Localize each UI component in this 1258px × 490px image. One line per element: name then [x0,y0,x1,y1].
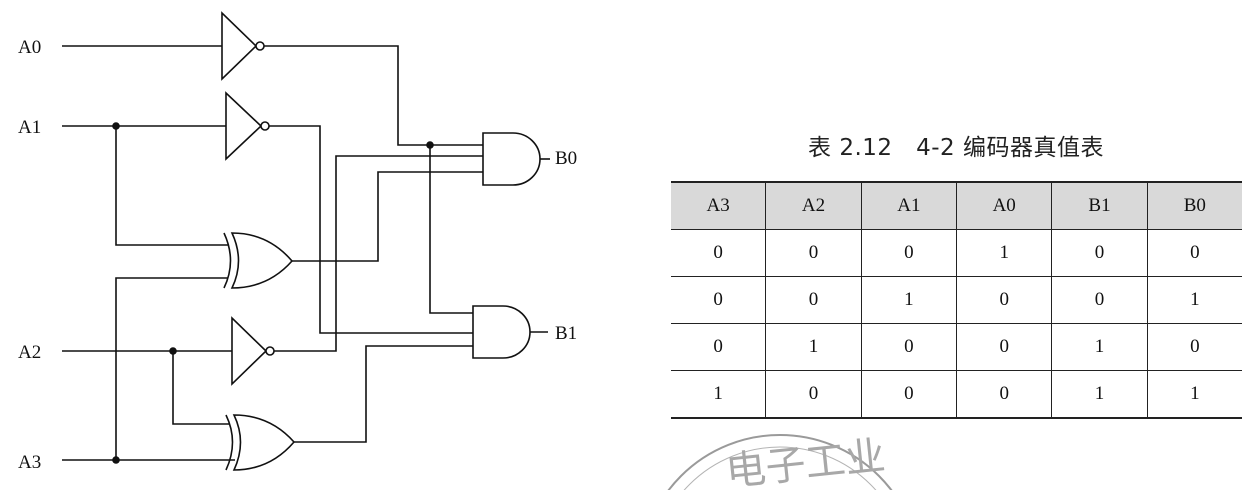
table-cell: 1 [956,229,1052,277]
input-label-a3: A3 [18,452,41,473]
input-label-a2: A2 [18,342,41,363]
table-cell: 1 [1146,276,1242,324]
input-label-a0: A0 [18,37,41,58]
xor-gate-1 [223,232,294,289]
watermark-text: 电子工业 [724,433,888,490]
not-gate-a0 [221,11,265,81]
and-gate-b1 [472,305,531,359]
not-gate-a1 [225,91,270,161]
table-cell: 0 [956,276,1052,324]
table-cell: 0 [671,276,766,324]
output-label-b0: B0 [555,148,577,169]
table-cell: 0 [1051,229,1148,277]
table-row: 0 1 0 0 1 0 [671,323,1242,371]
table-cell: 0 [765,370,862,419]
table-cell: 0 [860,229,957,277]
junction-dot [112,122,120,130]
output-label-b1: B1 [555,323,577,344]
xor-gate-2 [225,414,296,471]
and-gate-b0 [482,132,541,186]
table-cell: 1 [1146,370,1242,419]
table-cell: 0 [860,323,957,371]
table-cell: 0 [671,229,766,277]
table-caption: 表 2.12 4-2 编码器真值表 [808,135,1104,161]
table-row: 1 0 0 0 1 1 [671,370,1242,419]
table-cell: 0 [765,276,862,324]
not-gate-a2 [231,316,275,386]
table-cell: 0 [1146,229,1242,277]
column-header: B0 [1146,181,1242,230]
column-header: A3 [671,181,766,230]
column-header: A2 [765,181,862,230]
internal-wires [264,45,550,443]
column-header: A1 [860,181,957,230]
input-label-a1: A1 [18,117,41,138]
branch-wires [115,126,230,460]
table-cell: 0 [860,370,957,419]
table-cell: 0 [765,229,862,277]
table-row: 0 0 0 1 0 0 [671,229,1242,277]
table-cell: 0 [1051,276,1148,324]
header-row: A3 A2 A1 A0 B1 B0 [671,181,1242,230]
table-cell: 0 [671,323,766,371]
input-wires [62,45,235,461]
table-cell: 0 [1146,323,1242,371]
table-row: 0 0 1 0 0 1 [671,276,1242,324]
table-cell: 1 [860,276,957,324]
table-cell: 1 [1051,323,1148,371]
encoder-circuit-diagram: A0 A1 A2 A3 B0 B1 [18,11,577,473]
table-cell: 0 [956,323,1052,371]
junction-dot [169,347,177,355]
table-cell: 1 [1051,370,1148,419]
truth-table: A3 A2 A1 A0 B1 B0 0 0 0 1 0 0 0 0 1 0 0 … [671,181,1242,419]
table-cell: 1 [671,370,766,419]
column-header: A0 [956,181,1052,230]
publisher-watermark-stamp: 电子工业 [667,433,893,490]
junction-dot [112,456,120,464]
table-cell: 0 [956,370,1052,419]
column-header: B1 [1051,181,1148,230]
table-cell: 1 [765,323,862,371]
